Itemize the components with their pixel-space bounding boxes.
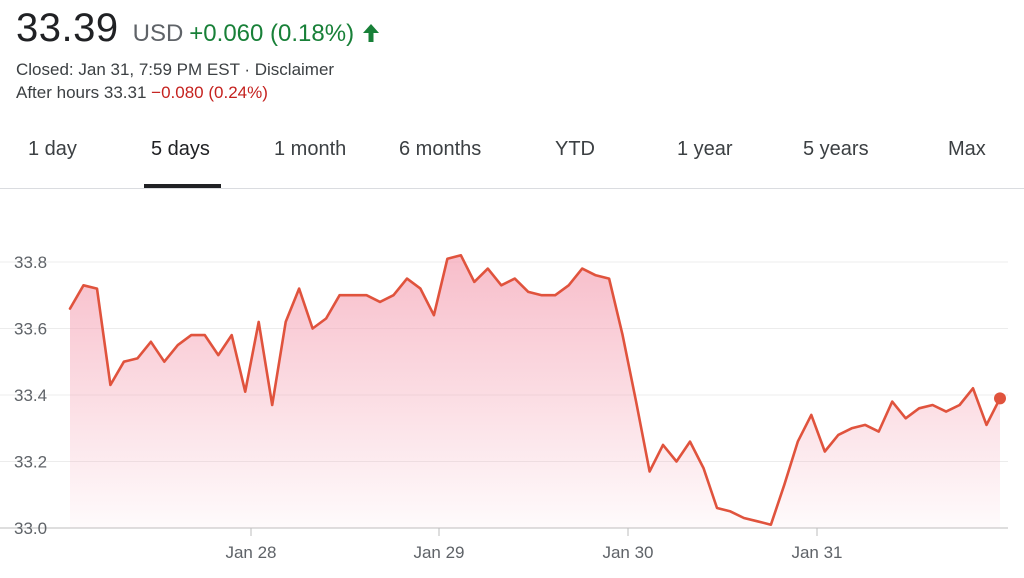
tab-1-year[interactable]: 1 year <box>677 138 733 160</box>
closed-status: Closed: Jan 31, 7:59 PM EST · Disclaimer <box>16 60 334 80</box>
series-line <box>68 254 1002 526</box>
tab-ytd[interactable]: YTD <box>555 138 595 160</box>
tab-5-years[interactable]: 5 years <box>803 138 869 160</box>
tab-1-month[interactable]: 1 month <box>274 138 347 160</box>
currency-label: USD <box>132 20 184 47</box>
series-price <box>68 254 1006 529</box>
last-point-marker <box>994 392 1006 405</box>
tab-max[interactable]: Max <box>948 138 986 160</box>
after-hours: After hours 33.31 −0.080 (0.24%) <box>16 83 268 103</box>
current-price: 33.39 <box>16 6 119 50</box>
tab-1-day[interactable]: 1 day <box>28 138 77 160</box>
after-hours-label: After hours 33.31 <box>16 83 147 102</box>
range-tabs: 1 day 5 days 1 month 6 months YTD 1 year… <box>0 120 1024 189</box>
x-tick-label: Jan 30 <box>602 543 653 562</box>
y-tick-label: 33.2 <box>14 453 47 472</box>
tab-5-days[interactable]: 5 days <box>151 138 210 160</box>
y-tick-label: 33.4 <box>14 386 47 405</box>
arrow-up-icon <box>362 23 380 43</box>
y-tick-label: 33.8 <box>14 253 47 272</box>
x-tick-label: Jan 29 <box>413 543 464 562</box>
price-change: +0.060 (0.18%) <box>189 20 355 47</box>
series-area <box>70 255 1000 529</box>
price-header: 33.39 USD +0.060 (0.18%) <box>16 6 380 56</box>
x-tick-label: Jan 31 <box>791 543 842 562</box>
tab-6-months[interactable]: 6 months <box>399 138 482 160</box>
y-tick-label: 33.0 <box>14 519 47 538</box>
price-chart[interactable]: 33.033.233.433.633.8 Jan 28 Jan 29 Jan 30 J… <box>0 190 1024 578</box>
after-hours-change: −0.080 (0.24%) <box>151 83 268 102</box>
y-tick-label: 33.6 <box>14 320 47 339</box>
y-axis: 33.0 33.2 33.4 33.6 33.8 <box>14 253 47 538</box>
closed-text[interactable]: Closed: Jan 31, 7:59 PM EST · Disclaimer <box>16 60 335 79</box>
x-tick-label: Jan 28 <box>225 543 276 562</box>
active-tab-indicator <box>144 184 221 188</box>
x-axis: Jan 28 Jan 29 Jan 30 Jan 31 <box>225 528 843 562</box>
